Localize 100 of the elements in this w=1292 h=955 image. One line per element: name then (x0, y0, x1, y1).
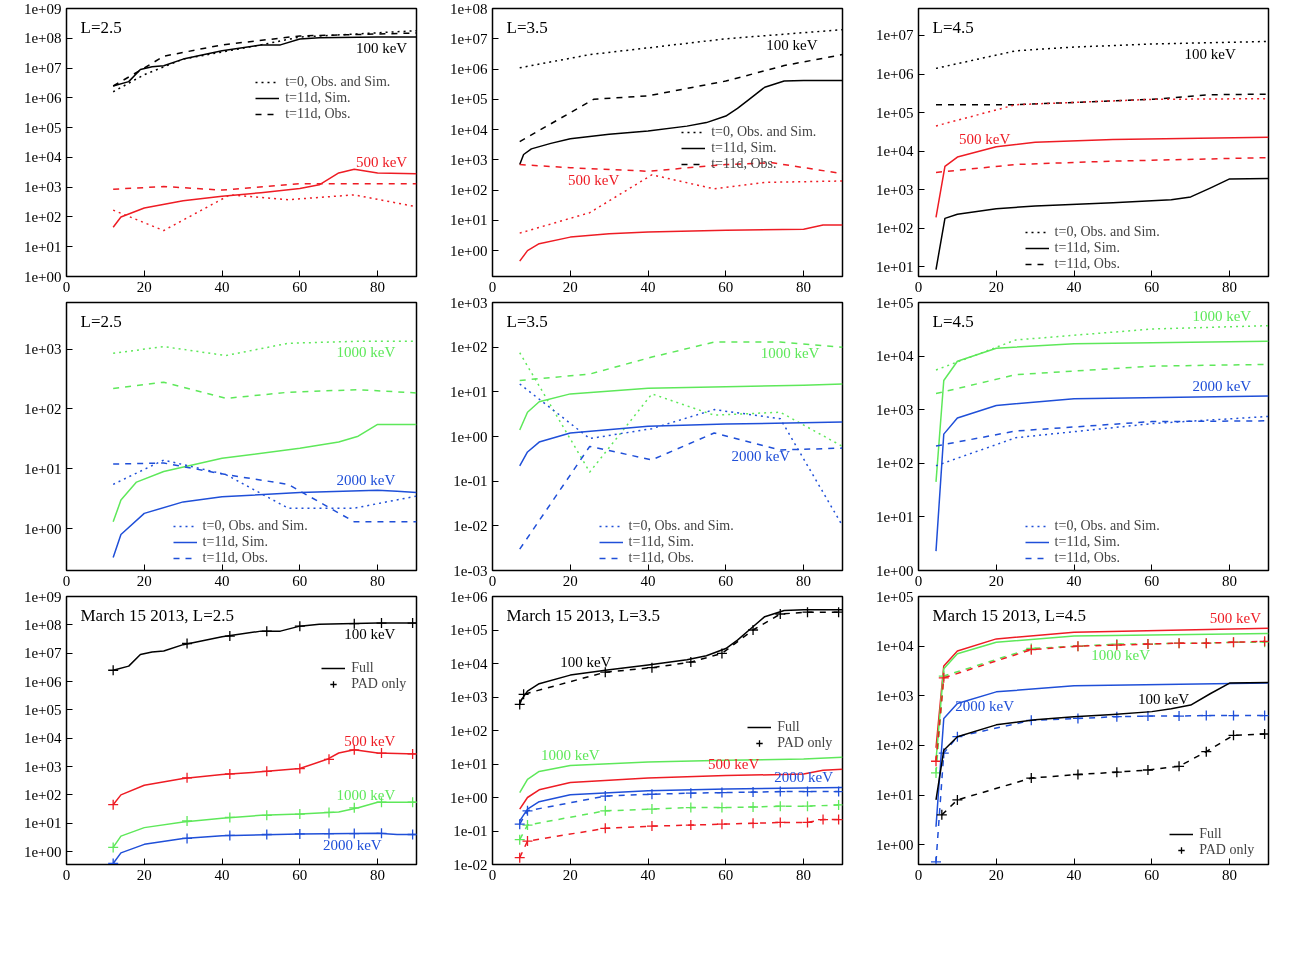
text: March 15 2013, L=4.5 (932, 605, 1087, 625)
y-tick-label: 1e+01 (23, 238, 62, 255)
y-tick-label: 1e+01 (449, 383, 488, 400)
y-tick-label: 1e-02 (453, 517, 488, 534)
x-tick-label: 20 (136, 866, 152, 883)
legend-label: t=0, Obs. and Sim. (628, 518, 734, 534)
y-tick-label: 1e+00 (875, 562, 914, 579)
y-tick-label: 1e+03 (23, 341, 62, 358)
x-tick-label: 0 (62, 866, 71, 883)
y-tick-label: 1e+01 (449, 212, 488, 229)
annotation: 500 keV (958, 130, 1011, 147)
text: L=3.5 (506, 17, 548, 37)
x-tick-label: 0 (488, 866, 497, 883)
legend-label: t=11d, Sim. (285, 89, 351, 106)
y-tick-label: 1e-03 (453, 562, 488, 579)
legend-label: PAD only (1199, 842, 1255, 858)
y-tick-label: 1e+00 (23, 268, 62, 285)
y-tick-label: 1e+09 (23, 588, 62, 605)
x-tick-label: 40 (1066, 866, 1082, 883)
legend-label: t=11d, Obs. (202, 550, 268, 566)
legend-label: Full (777, 719, 800, 735)
annotation: 1000 keV (760, 345, 820, 362)
legend-label: t=11d, Sim. (711, 140, 777, 156)
text: L=4.5 (932, 17, 974, 37)
y-tick-label: 1e+07 (449, 30, 488, 47)
x-tick-label: 60 (718, 866, 734, 883)
legend-label: t=11d, Sim. (1054, 240, 1120, 256)
x-tick-label: 40 (640, 278, 656, 295)
x-tick-label: 80 (1222, 866, 1238, 883)
x-tick-label: 80 (370, 278, 386, 295)
text: March 15 2013, L=3.5 (506, 605, 661, 625)
x-tick-label: 20 (562, 278, 578, 295)
annotation: 1000 keV (336, 344, 396, 361)
x-tick-label: 40 (214, 278, 230, 295)
y-tick-label: 1e+02 (449, 722, 488, 739)
annotation: 2000 keV (1192, 377, 1252, 394)
x-tick-label: 80 (796, 866, 812, 883)
annotation: 500 keV (355, 154, 408, 171)
x-tick-label: 60 (1144, 572, 1160, 589)
y-tick-label: 1e+03 (875, 687, 914, 704)
y-tick-label: 1e+03 (23, 758, 62, 775)
y-tick-label: 1e+03 (449, 689, 488, 705)
y-tick-label: 1e+05 (449, 622, 488, 638)
text: L=2.5 (80, 311, 122, 331)
x-tick-label: 60 (1144, 866, 1160, 883)
x-tick-label: 20 (136, 572, 152, 589)
legend-label: t=0, Obs. and Sim. (711, 124, 817, 140)
x-tick-label: 80 (796, 572, 812, 589)
y-tick-label: 1e+01 (449, 756, 488, 772)
annotation: 500 keV (344, 733, 396, 750)
x-tick-label: 60 (718, 278, 734, 295)
y-tick-label: 1e+01 (875, 258, 914, 275)
y-tick-label: 1e+04 (449, 121, 488, 138)
y-tick-label: 1e+06 (449, 588, 488, 605)
x-tick-label: 40 (214, 866, 230, 883)
x-tick-label: 0 (62, 278, 71, 295)
y-tick-label: 1e+01 (23, 460, 62, 477)
annotation: 2000 keV (955, 698, 1015, 715)
x-tick-label: 0 (914, 572, 923, 589)
y-tick-label: 1e+02 (23, 786, 62, 803)
annotation: 2000 keV (322, 836, 382, 853)
annotation: 2000 keV (336, 471, 396, 488)
y-tick-label: 1e+00 (23, 843, 62, 860)
y-tick-label: 1e+02 (449, 339, 488, 356)
legend-label: t=0, Obs. and Sim. (285, 73, 391, 90)
y-tick-label: 1e+02 (875, 220, 914, 237)
annotation: 500 keV (707, 756, 760, 773)
x-tick-label: 40 (640, 866, 656, 883)
y-tick-label: 1e+05 (23, 701, 62, 718)
text: L=2.5 (80, 17, 122, 37)
y-tick-label: 1e+05 (875, 104, 914, 121)
legend-label: t=11d, Obs. (711, 156, 777, 172)
y-tick-label: 1e+08 (23, 30, 62, 47)
x-tick-label: 80 (1222, 278, 1238, 295)
annotation: 1000 keV (1091, 647, 1151, 664)
x-tick-label: 20 (988, 866, 1004, 883)
y-tick-label: 1e+03 (875, 401, 914, 418)
x-tick-label: 20 (988, 572, 1004, 589)
legend-label: t=11d, Obs. (1054, 256, 1120, 272)
legend-label: t=11d, Sim. (628, 534, 694, 550)
y-tick-label: 1e-01 (453, 823, 488, 839)
legend-label: t=11d, Sim. (1054, 534, 1120, 550)
x-tick-label: 60 (292, 572, 308, 589)
legend-label: t=11d, Obs. (285, 105, 351, 122)
x-tick-label: 20 (562, 572, 578, 589)
y-tick-label: 1e-01 (453, 473, 488, 490)
legend-label: t=11d, Obs. (1054, 550, 1120, 566)
legend-label: Full (351, 659, 374, 676)
y-tick-label: 1e+04 (875, 143, 914, 160)
y-tick-label: 1e+03 (23, 179, 62, 196)
legend-label: Full (1199, 826, 1222, 842)
annotation: 100 keV (766, 36, 818, 53)
x-tick-label: 40 (214, 572, 230, 589)
x-tick-label: 80 (370, 866, 386, 883)
x-tick-label: 0 (488, 278, 497, 295)
y-tick-label: 1e+04 (875, 348, 914, 365)
x-tick-label: 60 (718, 572, 734, 589)
y-tick-label: 1e+06 (449, 61, 488, 78)
y-tick-label: 1e+05 (875, 588, 914, 605)
y-tick-label: 1e+03 (875, 181, 914, 198)
